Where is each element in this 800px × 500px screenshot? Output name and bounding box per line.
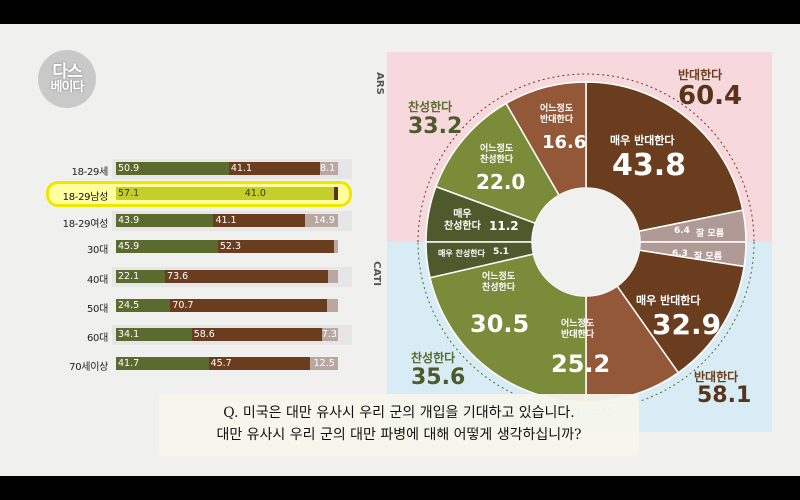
bar-segment: 70.7 bbox=[170, 299, 328, 312]
bar-segment bbox=[333, 187, 338, 200]
bar-row: 70세이상 41.7 45.7 12.5 bbox=[0, 354, 360, 374]
ars-dont-know-label: 잘 모름 bbox=[696, 229, 724, 239]
bar-row: 18-29세 50.9 41.1 8.1 bbox=[0, 159, 360, 179]
cati-dont-know-value: 6.3 bbox=[672, 249, 688, 259]
bar-category-label: 50대 bbox=[86, 304, 108, 315]
bar-track: 45.9 52.3 bbox=[116, 240, 338, 253]
bar-category-label: 18-29여성 bbox=[62, 219, 109, 230]
ars-very-oppose-value: 43.8 bbox=[612, 148, 687, 183]
bar-segment: 8.1 bbox=[320, 162, 338, 175]
bar-segment: 41.7 bbox=[116, 357, 209, 370]
cati-support-total: 35.6 bbox=[411, 365, 466, 390]
bar-row: 40대 22.1 73.6 bbox=[0, 267, 360, 287]
cati-somewhat-oppose-value: 25.2 bbox=[551, 350, 611, 378]
bar-segment bbox=[328, 270, 338, 283]
cati-oppose-label: 반대한다 bbox=[694, 370, 739, 384]
broadcast-frame: 다스 베이다 18-29세 50.9 41.1 8.1 18-29남성 57.1 41.0 18… bbox=[0, 24, 800, 476]
cati-somewhat-support-value: 30.5 bbox=[470, 310, 530, 338]
cati-dont-know-label: 잘 모름 bbox=[694, 252, 722, 262]
bar-row: 50대 24.5 70.7 bbox=[0, 296, 360, 316]
bar-row: 18-29남성 57.1 41.0 bbox=[0, 184, 360, 204]
bar-row: 60대 34.1 58.6 7.3 bbox=[0, 325, 360, 345]
cati-somewhat-support-label: 어느정도 찬성한다 bbox=[482, 272, 516, 293]
bar-segment: 57.1 bbox=[116, 187, 243, 200]
ars-oppose-label: 반대한다 bbox=[678, 68, 723, 82]
caption-line-2: 대만 유사시 우리 군의 대만 파병에 대해 어떻게 생각하십니까? bbox=[216, 427, 582, 443]
cati-oppose-total: 58.1 bbox=[697, 383, 752, 408]
bar-category-label: 30대 bbox=[86, 245, 108, 256]
bar-track: 57.1 41.0 bbox=[116, 187, 338, 200]
cati-somewhat-oppose-label: 어느정도 반대한다 bbox=[561, 319, 595, 340]
ars-support-total: 33.2 bbox=[408, 114, 463, 139]
cati-very-support-label: 매우 찬성한다 bbox=[438, 249, 485, 258]
program-logo: 다스 베이다 bbox=[38, 50, 96, 108]
bar-track: 22.1 73.6 bbox=[116, 270, 338, 283]
bar-segment: 14.9 bbox=[304, 214, 338, 227]
bar-segment: 41.0 bbox=[242, 187, 334, 200]
donut-chart bbox=[417, 73, 755, 411]
ars-very-support-value: 11.2 bbox=[489, 219, 519, 233]
bar-segment: 45.7 bbox=[208, 357, 311, 370]
bar-category-label: 60대 bbox=[86, 333, 108, 344]
bar-segment: 12.5 bbox=[310, 357, 338, 370]
bar-segment: 41.1 bbox=[213, 214, 305, 227]
bar-segment: 24.5 bbox=[116, 299, 171, 312]
cati-support-label: 찬성한다 bbox=[411, 351, 456, 365]
bar-segment bbox=[333, 240, 338, 253]
bar-category-label: 40대 bbox=[86, 275, 108, 286]
dashed-ring bbox=[417, 241, 755, 411]
cati-very-oppose-value: 32.9 bbox=[652, 308, 722, 341]
bar-segment: 45.9 bbox=[116, 240, 218, 253]
cati-very-oppose-label: 매우 반대한다 bbox=[636, 294, 701, 307]
ars-oppose-total: 60.4 bbox=[678, 81, 743, 111]
caption-line-1: Q. 미국은 대만 유사시 우리 군의 개입을 기대하고 있습니다. bbox=[223, 405, 575, 421]
ars-support-label: 찬성한다 bbox=[408, 100, 453, 114]
bar-segment: 41.1 bbox=[228, 162, 321, 175]
bar-row: 18-29여성 43.9 41.1 14.9 bbox=[0, 211, 360, 231]
bar-segment: 43.9 bbox=[116, 214, 214, 227]
ars-very-support-label: 매우 찬성한다 bbox=[444, 209, 481, 232]
bar-segment: 34.1 bbox=[116, 328, 192, 341]
bar-track: 50.9 41.1 8.1 bbox=[116, 162, 338, 175]
bar-category-label: 18-29남성 bbox=[62, 192, 109, 203]
bar-track: 43.9 41.1 14.9 bbox=[116, 214, 338, 227]
bar-row: 30대 45.9 52.3 bbox=[0, 237, 360, 257]
ars-somewhat-oppose-label: 어느정도 반대한다 bbox=[540, 104, 574, 125]
ars-somewhat-support-value: 22.0 bbox=[476, 170, 526, 194]
bar-track: 41.7 45.7 12.5 bbox=[116, 357, 338, 370]
ars-dont-know-value: 6.4 bbox=[674, 226, 690, 236]
bar-segment: 7.3 bbox=[321, 328, 338, 341]
ars-very-oppose-label: 매우 반대한다 bbox=[610, 134, 675, 147]
dashed-ring bbox=[417, 73, 755, 243]
bar-segment: 50.9 bbox=[116, 162, 229, 175]
bar-category-label: 18-29세 bbox=[71, 167, 109, 178]
bar-segment bbox=[327, 299, 338, 312]
bar-segment: 73.6 bbox=[165, 270, 329, 283]
bar-category-label: 70세이상 bbox=[69, 362, 108, 373]
bar-segment: 22.1 bbox=[116, 270, 166, 283]
cati-very-support-value: 5.1 bbox=[493, 247, 509, 257]
bar-segment: 58.6 bbox=[191, 328, 322, 341]
bar-track: 24.5 70.7 bbox=[116, 299, 338, 312]
bar-segment: 52.3 bbox=[217, 240, 334, 253]
ars-somewhat-support-label: 어느정도 찬성한다 bbox=[480, 144, 514, 165]
bar-track: 34.1 58.6 7.3 bbox=[116, 328, 338, 341]
question-caption: Q. 미국은 대만 유사시 우리 군의 개입을 기대하고 있습니다. 대만 유사… bbox=[159, 394, 639, 456]
donut-hole bbox=[532, 188, 640, 296]
ars-somewhat-oppose-value: 16.6 bbox=[542, 132, 587, 153]
